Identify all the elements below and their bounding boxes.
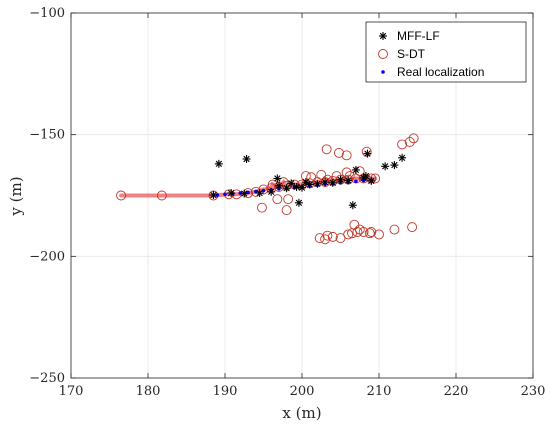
sdt-point (321, 144, 332, 155)
mff-lf-point (214, 159, 223, 168)
x-tick-label: 220 (444, 384, 469, 399)
mff-lf-point (367, 176, 376, 185)
mff-lf-point (282, 184, 291, 193)
mff-lf-point (381, 162, 390, 171)
mff-lf-point (321, 178, 330, 187)
x-tick-label: 200 (290, 384, 315, 399)
sdt-point (407, 222, 418, 233)
legend: MFF-LF S-DT Real localization (365, 21, 527, 83)
x-tick-label: 180 (136, 384, 161, 399)
mff-lf-point (348, 201, 357, 210)
x-tick-label: 210 (367, 384, 392, 399)
sdt-point (341, 167, 352, 178)
legend-box (365, 21, 527, 83)
sdt-point (397, 139, 408, 150)
series-mff-lf (209, 149, 407, 210)
mff-lf-point (351, 165, 360, 174)
y-tick-label: −250 (29, 371, 65, 386)
x-tick-label: 170 (59, 384, 84, 399)
real-localization-point (354, 179, 358, 184)
mff-lf-point (209, 191, 218, 200)
sdt-point (334, 147, 344, 158)
mff-lf-point (363, 149, 372, 158)
sdt-point (404, 137, 415, 147)
y-axis-label: y (m) (7, 176, 25, 216)
sdt-point (408, 133, 419, 144)
legend-marker-real-localization-point (381, 70, 385, 74)
y-tick-label: −150 (29, 128, 65, 143)
sdt-point (327, 231, 338, 242)
mff-lf-point (292, 182, 301, 191)
sdt-point (314, 233, 325, 244)
legend-marker-sdt-point (378, 49, 388, 59)
real-localization-point (223, 192, 227, 197)
mff-lf-point (240, 189, 249, 198)
mff-lf-point (294, 198, 303, 207)
sdt-point (281, 205, 292, 216)
mff-lf-point (313, 179, 322, 188)
mff-lf-point (255, 189, 264, 198)
sdt-point (366, 227, 377, 237)
legend-label: Real localization (397, 65, 484, 79)
mff-lf-point (361, 172, 370, 181)
mff-lf-point (298, 183, 306, 192)
y-tick-label: −200 (29, 249, 65, 264)
legend-marker-mff-lf-point (379, 32, 387, 40)
sdt-point (257, 202, 267, 213)
sdt-point (320, 234, 331, 245)
axis-ticks: 170 180 190 200 210 220 230 −250 −200 −150 −100 (29, 6, 545, 399)
mff-lf-point (242, 155, 251, 163)
sdt-point (316, 169, 327, 180)
legend-label: S-DT (397, 47, 426, 61)
mff-lf-point (287, 179, 296, 188)
mff-lf-point (273, 174, 282, 183)
mff-lf-point (227, 189, 236, 198)
sdt-point (343, 229, 354, 240)
mff-lf-point (267, 187, 276, 196)
x-tick-label: 230 (521, 384, 546, 399)
sdt-point (352, 227, 363, 237)
x-tick-label: 190 (213, 384, 238, 399)
sdt-point (283, 194, 294, 205)
mff-lf-point (336, 175, 345, 184)
mff-lf-point (390, 161, 399, 170)
sdt-point (354, 224, 365, 235)
sdt-point (374, 229, 384, 240)
mff-lf-point (398, 153, 407, 162)
legend-label: MFF-LF (397, 29, 440, 43)
sdt-point (341, 150, 352, 161)
real-localization-point (261, 188, 266, 193)
mff-lf-point (274, 181, 283, 190)
mff-lf-point (305, 180, 314, 189)
sdt-point (272, 194, 283, 205)
mff-lf-point (328, 178, 337, 187)
sdt-point (361, 146, 372, 157)
sdt-point (389, 224, 400, 235)
mff-lf-point (344, 176, 353, 185)
x-axis-label: x (m) (282, 404, 321, 422)
y-tick-label: −100 (29, 6, 65, 21)
